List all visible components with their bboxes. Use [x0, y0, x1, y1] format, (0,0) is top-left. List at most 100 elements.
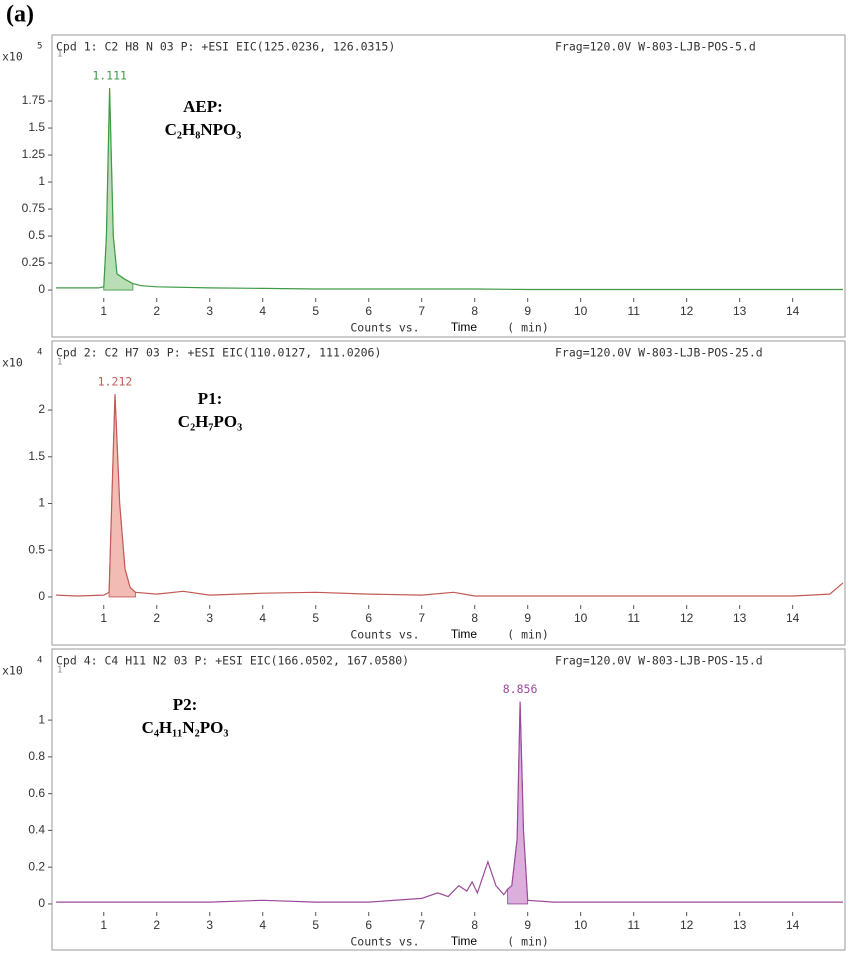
annotation: AEP:: [183, 97, 223, 116]
x-tick-label: 10: [574, 611, 588, 625]
peak-label: 8.856: [503, 682, 538, 696]
peak-label: 1.111: [92, 69, 127, 83]
y-tick-label: 1: [38, 174, 45, 188]
x-tick-label: 3: [206, 304, 213, 318]
panel-label: (a): [6, 2, 34, 28]
peak-label: 1.212: [98, 375, 133, 389]
x-tick-label: 6: [365, 611, 372, 625]
cursor-label: 1: [57, 50, 62, 60]
x-tick-label: 5: [312, 304, 319, 318]
x-axis-label: ( min): [507, 321, 549, 335]
y-tick-label: 0.5: [28, 542, 45, 556]
formula: C₄H₁₁N₂PO₃: [142, 718, 229, 737]
peak-area: [103, 88, 134, 291]
x-tick-label: 2: [153, 611, 160, 625]
x-axis-label: Counts vs.: [350, 321, 419, 335]
y-tick-label: 0.8: [28, 749, 45, 763]
y-multiplier: x10: [2, 50, 23, 64]
y-tick-label: 1: [38, 712, 45, 726]
x-tick-label: 9: [524, 918, 531, 932]
frag: Frag=120.0V W-803-LJB-POS-5.d: [555, 40, 756, 54]
panel-frame: [51, 340, 846, 646]
frag: Frag=120.0V W-803-LJB-POS-15.d: [555, 654, 763, 668]
x-tick-label: 11: [627, 611, 640, 625]
x-tick-label: 10: [574, 918, 588, 932]
x-tick-label: 14: [786, 918, 800, 932]
x-tick-label: 8: [471, 304, 478, 318]
x-tick-label: 10: [574, 304, 588, 318]
x-axis-label: Counts vs.: [350, 628, 419, 642]
y-tick-label: 0.25: [22, 255, 46, 269]
y-tick-label: 0.6: [28, 786, 45, 800]
y-tick-label: 0: [38, 282, 45, 296]
header: Cpd 1: C2 H8 N 03 P: +ESI EIC(125.0236, …: [56, 40, 395, 54]
y-exponent: 4: [37, 656, 42, 666]
x-tick-label: 1: [100, 918, 107, 932]
y-tick-label: 0.75: [22, 201, 46, 215]
annotation: P1:: [198, 389, 223, 408]
trace: [56, 394, 844, 597]
x-tick-label: 3: [206, 611, 213, 625]
trace: [56, 88, 843, 291]
x-tick-label: 7: [418, 918, 425, 932]
x-tick-label: 7: [418, 611, 425, 625]
x-tick-label: 9: [524, 304, 531, 318]
y-tick-label: 1.5: [28, 449, 45, 463]
x-tick-label: 12: [680, 611, 694, 625]
cursor-label: 1: [57, 358, 62, 368]
cursor-label: 1: [57, 666, 62, 676]
formula: C₂H₈NPO₃: [165, 120, 242, 139]
x-axis-label: Time: [451, 934, 478, 948]
x-tick-label: 2: [153, 918, 160, 932]
x-tick-label: 2: [153, 304, 160, 318]
x-tick-label: 1: [100, 304, 107, 318]
y-exponent: 4: [37, 348, 42, 358]
x-tick-label: 11: [627, 304, 640, 318]
x-tick-label: 5: [312, 918, 319, 932]
x-tick-label: 13: [733, 611, 747, 625]
y-tick-label: 0: [38, 896, 45, 910]
x-tick-label: 7: [418, 304, 425, 318]
x-tick-label: 3: [206, 918, 213, 932]
x-axis-label: Time: [451, 320, 478, 334]
y-exponent: 5: [37, 42, 42, 52]
x-tick-label: 4: [259, 304, 266, 318]
trace: [56, 701, 843, 903]
y-tick-label: 1.75: [22, 93, 46, 107]
x-tick-label: 14: [786, 611, 800, 625]
x-axis-label: Time: [451, 627, 478, 641]
y-tick-label: 0.5: [28, 228, 45, 242]
x-axis-label: ( min): [507, 935, 549, 949]
y-tick-label: 1.25: [22, 147, 46, 161]
frag: Frag=120.0V W-803-LJB-POS-25.d: [555, 346, 763, 360]
x-tick-label: 9: [524, 611, 531, 625]
x-axis-label: ( min): [507, 628, 549, 642]
formula: C₂H₇PO₃: [178, 412, 242, 431]
peak-area: [108, 394, 136, 598]
x-tick-label: 14: [786, 304, 800, 318]
y-multiplier: x10: [2, 356, 23, 370]
panel-frame: [51, 648, 846, 951]
panel-frame: [51, 34, 846, 338]
annotation: P2:: [173, 695, 198, 714]
x-tick-label: 1: [100, 611, 107, 625]
y-tick-label: 1.5: [28, 120, 45, 134]
x-tick-label: 13: [733, 304, 747, 318]
x-tick-label: 13: [733, 918, 747, 932]
x-tick-label: 8: [471, 611, 478, 625]
x-axis-label: Counts vs.: [350, 935, 419, 949]
x-tick-label: 6: [365, 918, 372, 932]
x-tick-label: 4: [259, 611, 266, 625]
y-tick-label: 0.4: [28, 823, 45, 837]
x-tick-label: 4: [259, 918, 266, 932]
y-tick-label: 0: [38, 589, 45, 603]
y-tick-label: 0.2: [28, 859, 45, 873]
x-tick-label: 8: [471, 918, 478, 932]
x-tick-label: 11: [627, 918, 640, 932]
x-tick-label: 12: [680, 918, 694, 932]
x-tick-label: 5: [312, 611, 319, 625]
y-multiplier: x10: [2, 664, 23, 678]
header: Cpd 4: C4 H11 N2 03 P: +ESI EIC(166.0502…: [56, 654, 409, 668]
header: Cpd 2: C2 H7 03 P: +ESI EIC(110.0127, 11…: [56, 346, 381, 360]
